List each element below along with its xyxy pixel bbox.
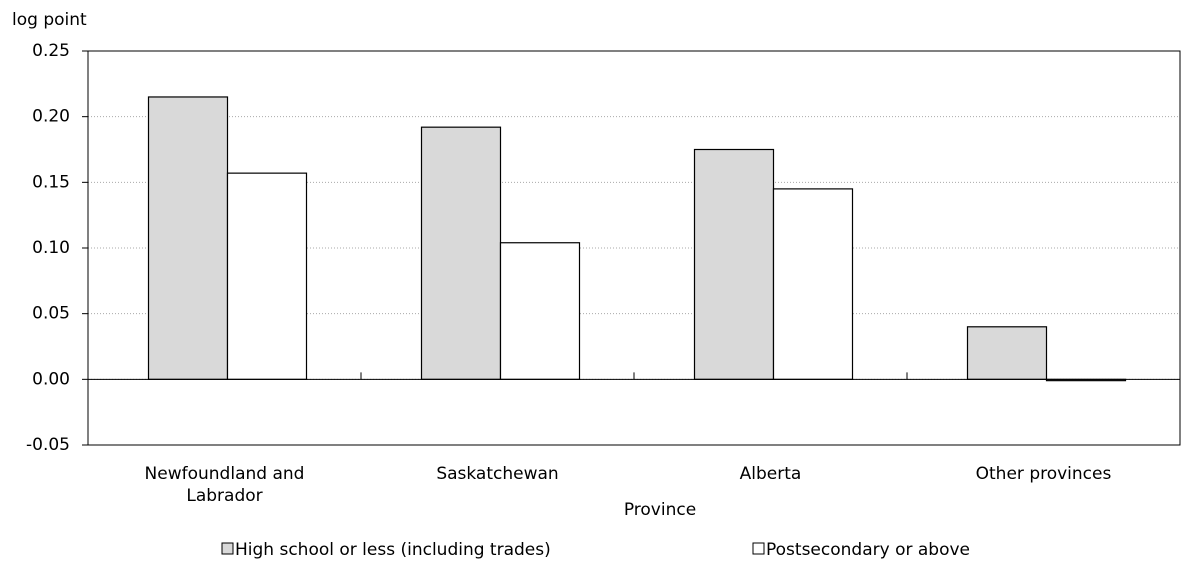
x-tick-label: Other provinces — [975, 464, 1112, 484]
bar — [966, 326, 1048, 380]
bar — [499, 242, 581, 380]
x-tick-label: Alberta — [739, 464, 802, 484]
x-tick-label: Newfoundland and Labrador — [144, 464, 305, 506]
bar — [772, 188, 854, 380]
bar — [226, 172, 308, 380]
plot-frame — [87, 50, 1181, 446]
x-tick-label: Saskatchewan — [436, 464, 559, 484]
legend-swatch — [752, 542, 765, 555]
bar — [147, 96, 229, 380]
y-tick-label: 0.20 — [32, 107, 70, 127]
y-tick-label: 0.05 — [32, 304, 70, 324]
y-tick-label: 0.25 — [32, 41, 70, 61]
y-tick-label: 0.00 — [32, 369, 70, 389]
legend-label: High school or less (including trades) — [235, 540, 551, 560]
y-tick-label: -0.05 — [26, 435, 70, 455]
y-axis-title: log point — [12, 10, 87, 30]
legend-label: Postsecondary or above — [766, 540, 970, 560]
y-tick-label: 0.15 — [32, 172, 70, 192]
y-tick-label: 0.10 — [32, 238, 70, 258]
legend-swatch — [221, 542, 234, 555]
x-axis-title: Province — [624, 500, 696, 520]
bar — [420, 126, 502, 380]
bar — [693, 148, 775, 380]
